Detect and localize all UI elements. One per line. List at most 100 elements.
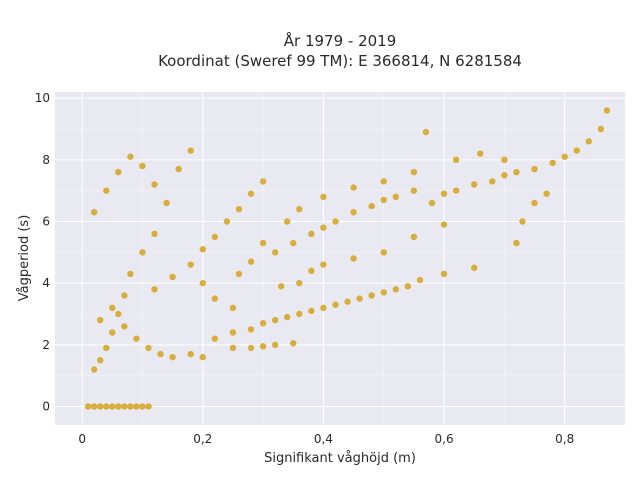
data-point	[247, 326, 255, 333]
data-point	[84, 403, 92, 410]
data-point	[169, 273, 176, 281]
data-point	[163, 199, 170, 207]
data-point	[320, 261, 327, 268]
y-axis-ticks: 0 2 4 6 8 10	[35, 91, 50, 413]
data-point	[477, 150, 484, 157]
data-point	[561, 153, 568, 160]
data-point	[97, 357, 104, 364]
data-point	[290, 239, 297, 247]
data-point	[308, 230, 315, 238]
data-point	[139, 403, 146, 410]
data-point	[169, 353, 176, 361]
data-point	[247, 344, 255, 352]
data-point	[308, 307, 315, 315]
data-point	[308, 267, 315, 275]
data-point	[501, 172, 508, 179]
data-point	[320, 224, 327, 231]
x-axis-ticks: 0 0,2 0,4 0,6 0,8	[78, 432, 574, 446]
data-point	[235, 270, 243, 278]
data-point	[103, 344, 110, 352]
data-point	[531, 165, 538, 173]
x-tick-label: 0,4	[314, 432, 333, 446]
data-point	[271, 249, 279, 256]
data-point	[259, 343, 267, 350]
data-point	[121, 292, 128, 299]
y-tick-label: 2	[42, 338, 50, 352]
chart-title: År 1979 - 2019	[284, 31, 397, 50]
data-point	[410, 233, 418, 241]
data-point	[531, 199, 538, 207]
data-point	[199, 353, 206, 361]
data-point	[440, 221, 448, 228]
data-point	[211, 335, 219, 342]
data-point	[380, 289, 387, 296]
data-point	[296, 310, 303, 318]
data-point	[320, 304, 327, 312]
data-point	[452, 187, 460, 194]
data-point	[259, 320, 267, 327]
data-point	[440, 270, 448, 278]
data-point	[151, 230, 158, 238]
data-point	[410, 187, 418, 194]
data-point	[380, 178, 387, 185]
data-point	[145, 344, 152, 352]
data-point	[115, 168, 122, 176]
data-point	[513, 168, 520, 176]
data-point	[211, 295, 219, 302]
data-point	[121, 323, 128, 330]
data-point	[573, 147, 580, 154]
data-point	[549, 159, 556, 167]
data-point	[151, 181, 158, 188]
data-point	[350, 209, 357, 216]
data-point	[187, 261, 194, 268]
data-point	[350, 255, 357, 262]
data-point	[109, 329, 116, 336]
data-point	[501, 156, 508, 164]
y-tick-label: 4	[42, 276, 50, 290]
data-point	[440, 190, 448, 197]
data-point	[519, 218, 526, 225]
data-point	[103, 403, 110, 410]
data-point	[229, 329, 237, 336]
data-point	[513, 239, 520, 247]
data-point	[344, 298, 351, 305]
data-point	[585, 138, 593, 145]
data-point	[356, 295, 363, 302]
data-point	[91, 366, 98, 373]
data-point	[247, 258, 255, 265]
data-point	[157, 350, 164, 358]
data-point	[247, 190, 255, 197]
data-point	[489, 178, 496, 185]
data-point	[428, 199, 436, 207]
data-point	[199, 246, 206, 253]
data-point	[133, 335, 140, 342]
data-point	[151, 286, 158, 293]
data-point	[422, 128, 430, 136]
data-point	[145, 403, 152, 410]
data-point	[284, 313, 291, 321]
data-point	[380, 249, 387, 256]
data-point	[91, 403, 98, 410]
data-point	[392, 286, 399, 293]
data-point	[235, 205, 243, 213]
data-point	[320, 193, 327, 201]
data-point	[410, 168, 418, 176]
x-tick-label: 0,8	[555, 432, 574, 446]
data-point	[332, 301, 339, 308]
data-point	[259, 178, 267, 185]
y-tick-label: 10	[35, 91, 50, 105]
data-point	[229, 344, 237, 352]
data-point	[223, 218, 231, 225]
data-point	[543, 190, 550, 197]
data-point	[350, 184, 357, 191]
data-point	[380, 196, 387, 204]
data-point	[332, 218, 339, 225]
data-point	[277, 283, 285, 290]
data-point	[109, 304, 116, 312]
data-point	[187, 350, 194, 358]
data-point	[284, 218, 291, 225]
data-point	[211, 233, 219, 241]
data-point	[392, 193, 399, 201]
data-point	[404, 283, 412, 290]
data-point	[199, 279, 206, 287]
